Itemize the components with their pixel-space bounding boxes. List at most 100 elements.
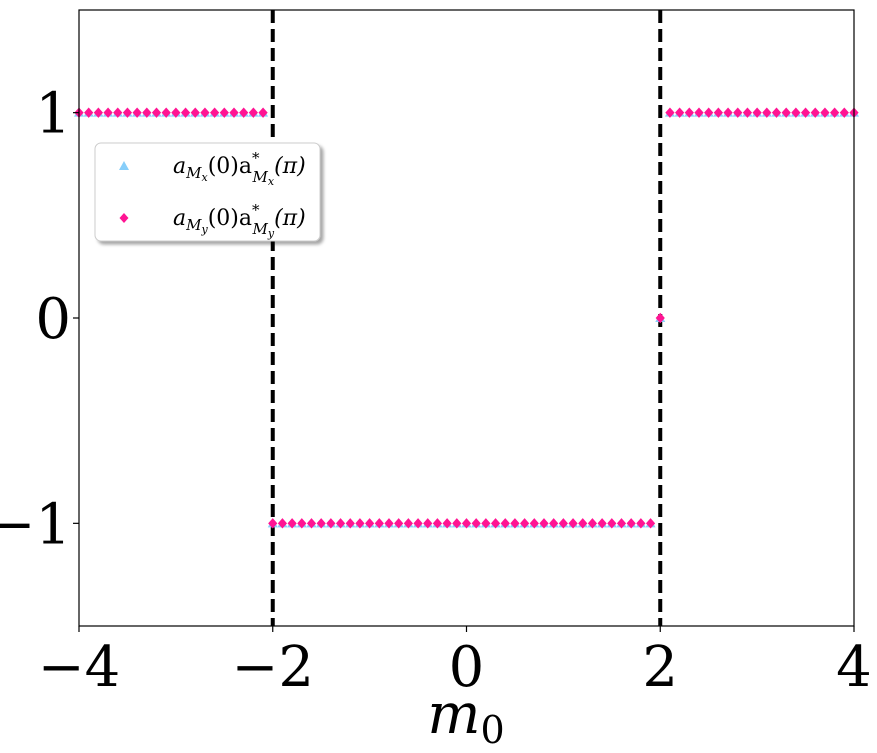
data-point	[122, 107, 133, 118]
data-point	[248, 107, 258, 118]
data-point	[723, 107, 733, 118]
data-point	[287, 518, 297, 529]
data-point	[675, 107, 685, 118]
data-point	[239, 107, 249, 118]
data-point	[791, 107, 801, 118]
data-point	[403, 518, 413, 529]
x-axis-label-sub: 0	[480, 708, 504, 752]
data-point	[306, 518, 317, 529]
data-point	[684, 107, 694, 118]
legend: aMx(0)a* Mx(π) aMy(0)a* My(π)	[94, 142, 321, 242]
x-tick-label: 4	[836, 635, 872, 700]
data-point	[113, 107, 123, 118]
data-point	[742, 107, 753, 118]
data-point	[665, 107, 675, 118]
data-point	[529, 518, 539, 529]
data-point	[510, 518, 520, 529]
data-point	[481, 518, 491, 529]
data-point	[335, 518, 346, 529]
data-marks	[74, 107, 859, 529]
data-point	[713, 107, 723, 118]
data-point	[355, 518, 365, 529]
data-point	[771, 107, 782, 118]
data-point	[800, 107, 811, 118]
data-point	[578, 518, 588, 529]
data-point	[442, 518, 452, 529]
axis-ticks: −4 −2 0 2 4 −1 0 1	[0, 82, 872, 700]
x-tick-label: −4	[38, 635, 121, 700]
x-axis-label: m0	[427, 682, 504, 752]
data-point	[520, 518, 530, 529]
legend-entry: aMx(0)a* Mx(π)	[119, 149, 306, 188]
data-point	[151, 107, 162, 118]
data-point	[345, 518, 355, 529]
y-tick-label: −1	[0, 492, 71, 557]
data-point	[93, 107, 103, 118]
data-point	[500, 518, 510, 529]
data-point	[830, 107, 840, 118]
data-point	[171, 107, 181, 118]
data-point	[704, 107, 714, 118]
data-point	[549, 518, 559, 529]
plot-area	[270, 10, 663, 626]
data-point	[655, 312, 665, 324]
data-point	[200, 107, 210, 118]
data-point	[626, 518, 636, 529]
series-2	[74, 107, 859, 529]
data-point	[326, 518, 336, 529]
data-point	[210, 107, 220, 118]
data-point	[781, 107, 791, 118]
data-point	[229, 107, 239, 118]
data-point	[597, 518, 607, 529]
data-point	[132, 107, 142, 118]
data-point	[258, 107, 268, 118]
data-point	[558, 518, 568, 529]
y-tick-label: 1	[35, 82, 71, 147]
data-point	[568, 518, 578, 529]
data-point	[452, 518, 462, 529]
data-point	[161, 107, 171, 118]
data-point	[762, 107, 772, 118]
data-point	[810, 107, 820, 118]
legend-box	[94, 142, 321, 242]
legend-entry: aMy(0)a* My(π)	[119, 201, 306, 240]
x-tick-label: 0	[449, 635, 485, 700]
data-point	[645, 518, 656, 529]
data-point	[219, 107, 229, 118]
data-point	[461, 518, 472, 529]
data-point	[365, 518, 375, 529]
data-point	[471, 518, 481, 529]
data-point	[752, 107, 762, 118]
legend-marker	[119, 161, 129, 170]
data-point	[384, 518, 394, 529]
data-point	[394, 518, 404, 529]
plot-frame	[78, 9, 855, 627]
data-point	[413, 518, 423, 529]
data-point	[277, 518, 288, 529]
data-point	[190, 107, 200, 118]
data-point	[423, 518, 433, 529]
data-point	[297, 518, 307, 529]
data-point	[607, 518, 617, 529]
legend-marker	[119, 213, 129, 223]
x-tick-label: 2	[642, 635, 678, 700]
legend-label: aMy(0)a* My(π)	[173, 201, 306, 240]
data-point	[616, 518, 627, 529]
data-point	[84, 107, 94, 118]
data-point	[180, 107, 191, 118]
data-point	[103, 107, 113, 118]
data-point	[839, 107, 849, 118]
data-point	[374, 518, 384, 529]
data-point	[490, 518, 501, 529]
y-tick-label: 0	[35, 287, 71, 352]
data-point	[694, 107, 704, 118]
data-point	[733, 107, 743, 118]
data-point	[820, 107, 830, 118]
data-point	[432, 518, 443, 529]
legend-label: aMx(0)a* Mx(π)	[173, 149, 306, 188]
data-point	[316, 518, 326, 529]
x-tick-label: −2	[231, 635, 314, 700]
data-point	[142, 107, 152, 118]
data-point	[636, 518, 646, 529]
